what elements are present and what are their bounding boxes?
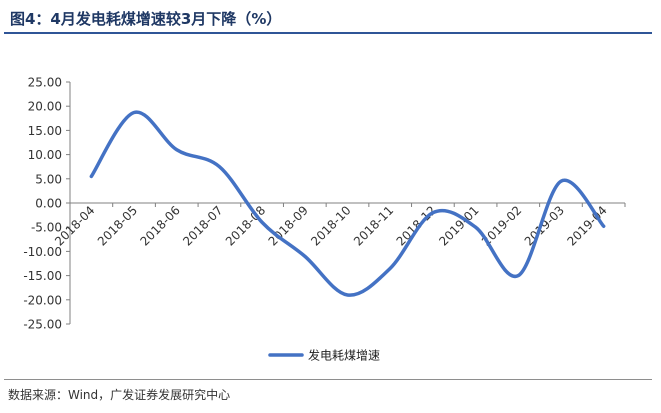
line-chart: 25.00 20.00 15.00 10.00 5.00 0.00 -5.00 -10.00 -… [23,76,626,363]
y-tick-label: 10.00 [28,148,62,162]
y-tick-label: 0.00 [35,197,62,211]
y-tick-label: 25.00 [28,76,62,90]
y-tick-label: -25.00 [23,318,62,332]
title-bar: 图4：4月发电耗煤增速较3月下降（%） [4,6,652,30]
source-divider [4,379,652,380]
x-tick-label: 2018-05 [95,203,140,248]
x-tick-label: 2018-10 [308,203,353,248]
y-tick-label: -5.00 [31,221,62,235]
source-note: 数据来源：Wind，广发证券发展研究中心 [8,388,231,402]
chart-area: 25.00 20.00 15.00 10.00 5.00 0.00 -5.00 -10.00 -… [0,36,661,376]
y-tick-label: -15.00 [23,269,62,283]
y-tick-label: 20.00 [28,100,62,114]
y-axis: 25.00 20.00 15.00 10.00 5.00 0.00 -5.00 -10.00 -… [23,76,71,332]
y-tick-label: -10.00 [23,245,62,259]
legend-label: 发电耗煤增速 [308,348,380,363]
y-tick-label: 5.00 [35,172,62,186]
x-tick-label: 2018-06 [137,203,182,248]
title-divider [4,32,652,34]
chart-title: 图4：4月发电耗煤增速较3月下降（%） [10,10,282,28]
x-tick-label: 2018-07 [180,203,225,248]
series-line [89,110,606,297]
series-group [89,110,606,297]
legend: 发电耗煤增速 [268,348,380,363]
x-tick-label: 2018-08 [223,203,268,248]
y-tick-label: 15.00 [28,124,62,138]
x-tick-label: 2018-12 [394,203,439,248]
y-tick-label: -20.00 [23,293,62,307]
x-tick-label: 2018-11 [351,203,396,248]
